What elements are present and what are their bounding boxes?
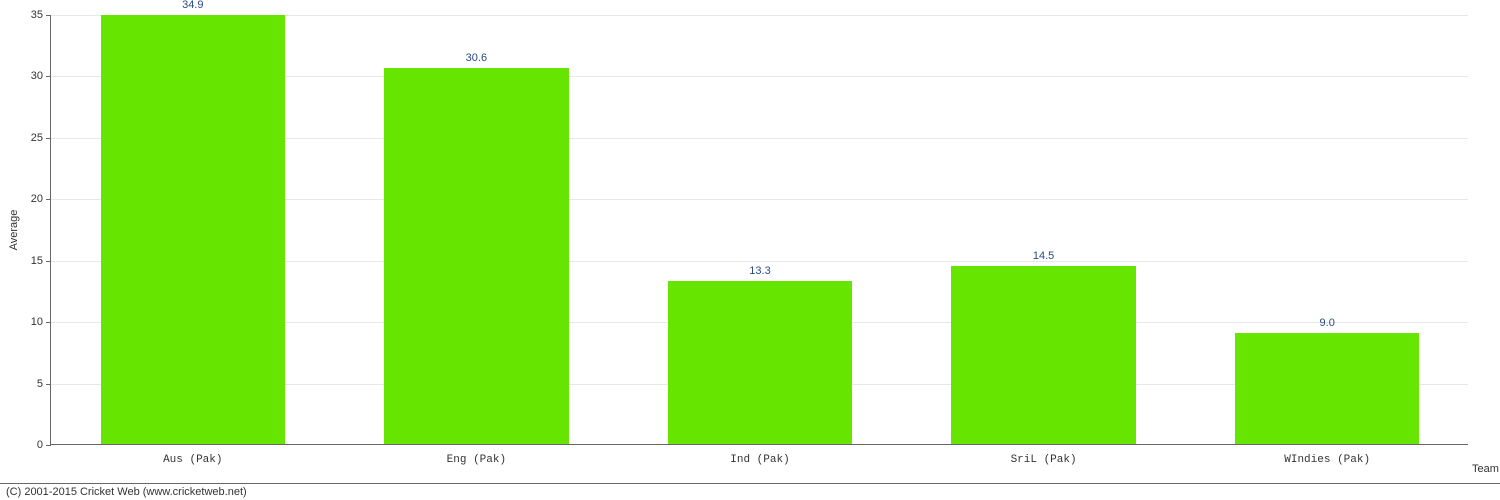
footer-divider: [0, 483, 1500, 484]
bar-value-label: 14.5: [1033, 250, 1054, 266]
bar: 9.0WIndies (Pak): [1235, 333, 1419, 444]
bar-chart: 0510152025303534.9Aus (Pak)30.6Eng (Pak)…: [0, 0, 1500, 500]
x-category-label: WIndies (Pak): [1284, 444, 1370, 466]
x-category-label: Eng (Pak): [447, 444, 506, 466]
bar-value-label: 9.0: [1320, 317, 1335, 333]
bar-value-label: 34.9: [182, 0, 203, 15]
x-axis-label: Team: [1472, 463, 1499, 475]
y-tick-label: 5: [37, 378, 51, 390]
bar: 30.6Eng (Pak): [384, 68, 568, 444]
bar-value-label: 30.6: [466, 52, 487, 68]
y-tick-label: 20: [31, 193, 51, 205]
y-tick-label: 25: [31, 132, 51, 144]
y-tick-label: 15: [31, 255, 51, 267]
y-tick-label: 30: [31, 70, 51, 82]
plot-area: 0510152025303534.9Aus (Pak)30.6Eng (Pak)…: [50, 15, 1468, 445]
y-axis-label: Average: [8, 210, 20, 251]
bar-value-label: 13.3: [749, 265, 770, 281]
x-category-label: Aus (Pak): [163, 444, 222, 466]
bar: 34.9Aus (Pak): [101, 15, 285, 444]
y-tick-label: 10: [31, 316, 51, 328]
bar: 14.5SriL (Pak): [951, 266, 1135, 444]
bar: 13.3Ind (Pak): [668, 281, 852, 444]
y-tick-label: 0: [37, 439, 51, 451]
footer-copyright: (C) 2001-2015 Cricket Web (www.cricketwe…: [6, 486, 247, 498]
y-tick-label: 35: [31, 9, 51, 21]
x-category-label: SriL (Pak): [1011, 444, 1077, 466]
x-category-label: Ind (Pak): [730, 444, 789, 466]
